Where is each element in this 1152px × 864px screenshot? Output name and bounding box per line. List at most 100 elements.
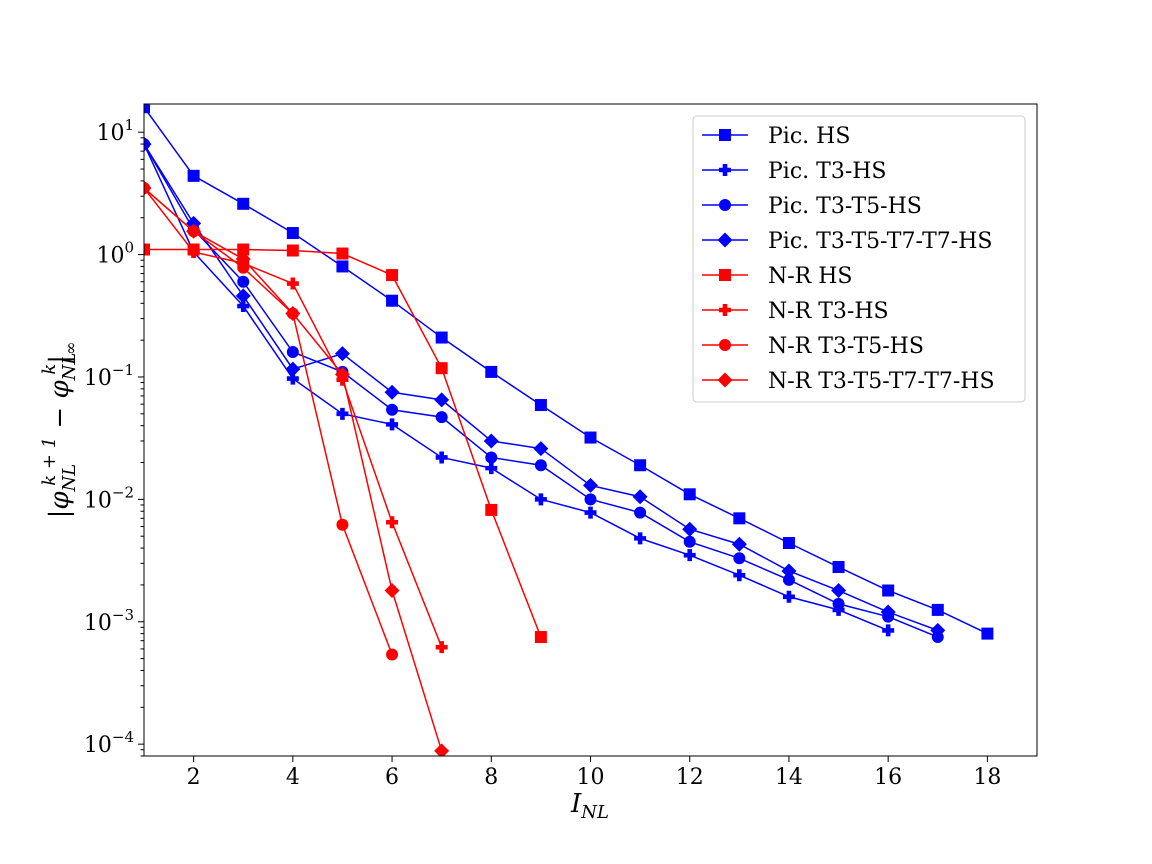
data-point	[336, 407, 349, 420]
legend-item: N-R HS	[702, 264, 853, 289]
x-tick-label: 14	[775, 765, 803, 790]
data-point	[534, 631, 547, 644]
data-point	[534, 399, 547, 412]
data-point	[683, 488, 696, 501]
legend-item: Pic. T3-T5-T7-T7-HS	[702, 229, 992, 254]
data-point	[237, 197, 250, 210]
data-point	[930, 622, 946, 638]
data-point	[286, 345, 299, 358]
data-point	[733, 552, 746, 565]
legend-marker	[719, 304, 731, 316]
series-line	[144, 187, 393, 655]
data-point	[882, 584, 895, 597]
data-point	[683, 535, 696, 548]
data-point	[384, 384, 400, 400]
data-point	[583, 477, 598, 493]
data-point	[632, 489, 648, 505]
series-5	[144, 243, 547, 644]
x-tick-label: 18	[973, 765, 1001, 790]
legend-marker	[719, 129, 731, 141]
data-point	[733, 512, 746, 525]
y-tick-label: 10−2	[84, 483, 134, 513]
data-point	[682, 521, 698, 537]
series-line	[144, 143, 889, 632]
series-line	[144, 187, 443, 648]
data-point	[386, 418, 399, 431]
legend-label: N-R HS	[768, 264, 853, 289]
data-point	[683, 549, 696, 562]
legend-label: Pic. T3-T5-HS	[768, 194, 922, 219]
data-point	[434, 743, 450, 756]
data-point	[286, 372, 299, 385]
data-point	[584, 493, 597, 506]
x-axis-label: INL	[570, 789, 609, 823]
legend-label: Pic. T3-T5-T7-T7-HS	[768, 229, 992, 254]
data-point	[235, 288, 251, 304]
legend-item: N-R T3-T5-T7-T7-HS	[702, 369, 995, 394]
data-point	[384, 583, 400, 599]
series-7	[144, 182, 399, 661]
data-point	[485, 365, 498, 378]
y-tick-label: 101	[96, 116, 134, 146]
data-point	[485, 503, 498, 516]
data-point	[832, 603, 845, 616]
data-point	[534, 493, 547, 506]
series-4	[144, 136, 946, 638]
data-point	[386, 648, 399, 661]
data-point	[880, 604, 896, 620]
x-tick-label: 10	[577, 765, 605, 790]
data-point	[832, 597, 845, 610]
data-point	[237, 300, 250, 313]
data-point	[386, 269, 399, 282]
x-tick-label: 12	[676, 765, 704, 790]
legend-box	[692, 115, 1026, 403]
data-point	[144, 243, 150, 256]
series-line	[144, 248, 542, 638]
y-tick-label: 10−4	[84, 728, 134, 758]
data-point	[435, 331, 448, 344]
data-point	[286, 277, 299, 290]
series-1	[144, 104, 994, 640]
data-point	[237, 275, 250, 288]
data-point	[882, 624, 895, 637]
series-2	[144, 138, 895, 637]
data-point	[386, 403, 399, 416]
data-point	[534, 459, 547, 472]
data-point	[187, 245, 200, 258]
x-tick-label: 4	[286, 765, 300, 790]
x-tick-label: 16	[874, 765, 902, 790]
legend-label: N-R T3-T5-HS	[768, 334, 924, 359]
data-point	[584, 506, 597, 519]
legend: Pic. HS Pic. T3-HS Pic. T3-T5-HS Pic. T3-T5…	[692, 115, 1026, 403]
data-point	[634, 532, 647, 545]
y-tick-label: 10−3	[84, 606, 134, 636]
legend-item: Pic. HS	[702, 124, 850, 149]
data-point	[782, 573, 795, 586]
data-point	[831, 583, 847, 599]
data-point	[386, 294, 399, 307]
data-point	[731, 536, 747, 552]
data-point	[285, 361, 301, 377]
data-point	[483, 433, 499, 449]
x-tick-label: 6	[385, 765, 399, 790]
data-point	[733, 569, 746, 582]
series-8	[144, 180, 450, 756]
data-point	[187, 169, 200, 182]
data-point	[981, 627, 994, 640]
data-point	[485, 451, 498, 464]
data-point	[434, 392, 450, 408]
legend-marker	[719, 339, 731, 351]
data-point	[584, 431, 597, 444]
data-point	[634, 459, 647, 472]
y-tick-label: 100	[96, 239, 134, 269]
data-point	[435, 362, 448, 375]
legend-marker	[717, 372, 733, 388]
legend-label: Pic. T3-HS	[768, 159, 887, 184]
data-point	[634, 506, 647, 519]
data-point	[144, 104, 150, 114]
y-tick-label: 10−1	[84, 361, 134, 391]
data-point	[435, 411, 448, 424]
legend-marker	[717, 232, 733, 248]
data-point	[144, 180, 152, 196]
